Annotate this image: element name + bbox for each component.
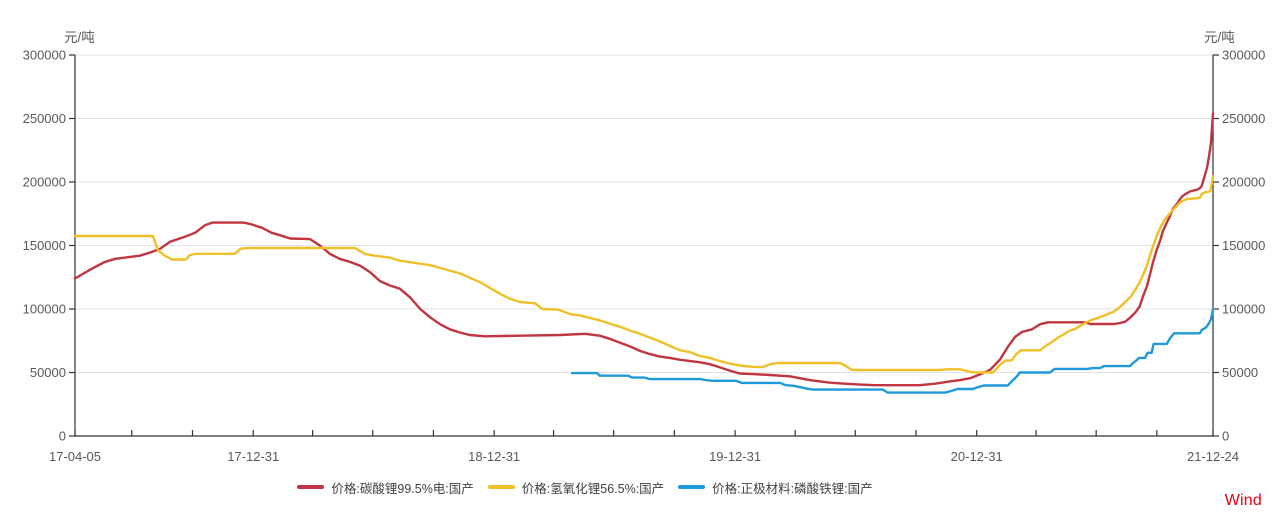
legend-swatch-1: [487, 485, 515, 489]
legend-swatch-0: [297, 485, 325, 489]
x-axis-label-21-12-24: 21-12-24: [1187, 449, 1239, 464]
series-line-2: [570, 307, 1215, 394]
y-axis-label-left-200000: 200000: [23, 175, 66, 190]
y-axis-label-left-0: 0: [59, 429, 66, 444]
wind-watermark: Wind: [1224, 492, 1262, 509]
y-axis-label-right-100000: 100000: [1222, 302, 1265, 317]
unit-label-right: 元/吨: [1204, 30, 1235, 45]
chart-legend: 价格:碳酸锂99.5%电:国产 价格:氢氧化锂56.5%:国产 价格:正极材料:磷酸…: [0, 477, 1288, 497]
y-axis-label-right-0: 0: [1222, 429, 1229, 444]
x-axis-label-20-12-31: 20-12-31: [951, 449, 1003, 464]
y-axis-label-left-300000: 300000: [23, 48, 66, 63]
lithium-price-line-chart: 0 0 50000 50000 100000 100000 150000 150000 2000…: [23, 30, 1266, 464]
legend-label-1: 价格:氢氧化锂56.5%:国产: [521, 481, 665, 496]
y-axis-label-right-200000: 200000: [1222, 175, 1265, 190]
y-axis-label-left-150000: 150000: [23, 238, 66, 253]
y-axis-label-right-150000: 150000: [1222, 238, 1265, 253]
legend-item-2[interactable]: 价格:正极材料:磷酸铁锂:国产: [678, 478, 873, 497]
legend-item-0[interactable]: 价格:碳酸锂99.5%电:国产: [297, 478, 474, 497]
legend-item-1[interactable]: 价格:氢氧化锂56.5%:国产: [487, 478, 665, 497]
x-axis-label-17-12-31: 17-12-31: [227, 449, 279, 464]
y-axis-label-right-50000: 50000: [1222, 365, 1258, 380]
x-axis-label-17-04-05: 17-04-05: [49, 449, 101, 464]
legend-label-0: 价格:碳酸锂99.5%电:国产: [331, 481, 474, 496]
legend-label-2: 价格:正极材料:磷酸铁锂:国产: [712, 481, 873, 496]
unit-label-left: 元/吨: [64, 30, 95, 45]
x-axis-label-18-12-31: 18-12-31: [468, 449, 520, 464]
y-axis-label-right-300000: 300000: [1222, 48, 1265, 63]
y-axis-label-left-100000: 100000: [23, 302, 66, 317]
y-axis-label-right-250000: 250000: [1222, 111, 1265, 126]
legend-swatch-2: [678, 485, 706, 489]
y-axis-label-left-50000: 50000: [30, 365, 66, 380]
series-line-1: [73, 175, 1215, 374]
x-axis-label-19-12-31: 19-12-31: [709, 449, 761, 464]
y-axis-label-left-250000: 250000: [23, 111, 66, 126]
series-line-0: [73, 112, 1215, 387]
